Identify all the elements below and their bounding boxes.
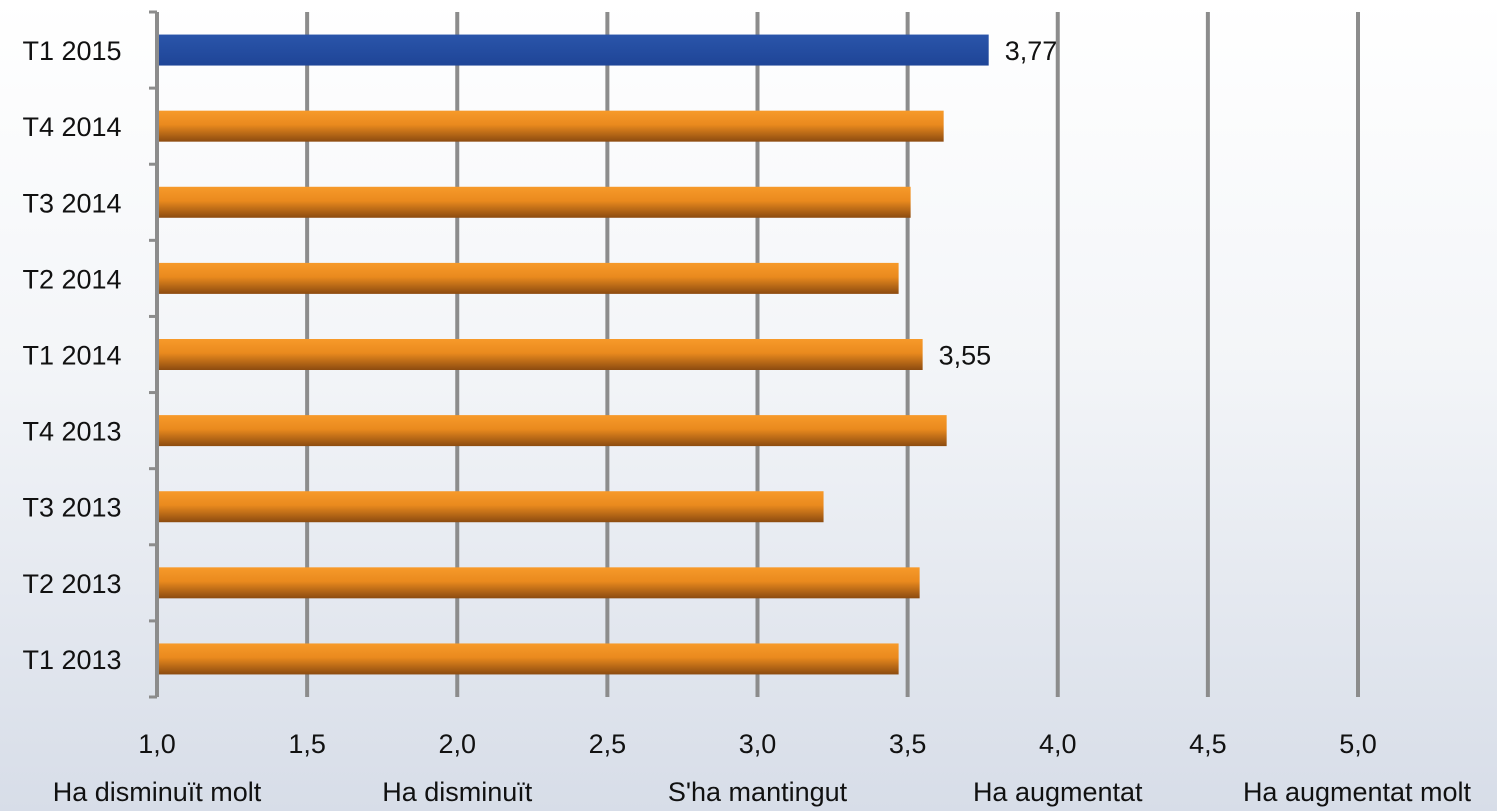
x-tick-label: 4,0 [1039,729,1077,759]
x-tick-label: 1,5 [288,729,326,759]
y-axis [149,10,159,699]
data-label: 3,77 [1005,36,1058,66]
scale-label: S'ha mantingut [668,777,848,807]
x-tick-label: 3,5 [889,729,927,759]
data-label: 3,55 [939,341,992,371]
x-tick-label: 4,5 [1189,729,1227,759]
category-label: T2 2013 [22,569,121,599]
bar [159,110,944,142]
category-label: T1 2015 [22,36,121,66]
bars [159,34,989,675]
labels: 1,0 1,5 2,0 2,5 3,0 3,5 4,0 4,5 5,0 T1 2015 3,77 T4… [22,36,1471,807]
scale-label: Ha augmentat [973,777,1143,807]
bar [159,186,911,218]
scale-label: Ha disminuït [382,777,533,807]
x-tick-label: 2,0 [438,729,476,759]
bar [159,643,899,675]
scale-label: Ha disminuït molt [53,777,262,807]
bar [159,262,899,294]
x-tick-label: 5,0 [1339,729,1377,759]
category-label: T3 2014 [22,188,121,218]
category-label: T3 2013 [22,493,121,523]
scale-label: Ha augmentat molt [1243,777,1472,807]
bar [159,415,947,447]
x-tick-label: 1,0 [138,729,176,759]
category-label: T2 2014 [22,264,121,294]
bar [159,567,920,599]
x-tick-label: 2,5 [589,729,627,759]
bar [159,34,989,66]
category-label: T4 2014 [22,112,121,142]
bar [159,491,824,523]
category-label: T4 2013 [22,417,121,447]
category-label: T1 2013 [22,645,121,675]
x-tick-label: 3,0 [739,729,777,759]
category-label: T1 2014 [22,341,121,371]
bar [159,339,923,370]
